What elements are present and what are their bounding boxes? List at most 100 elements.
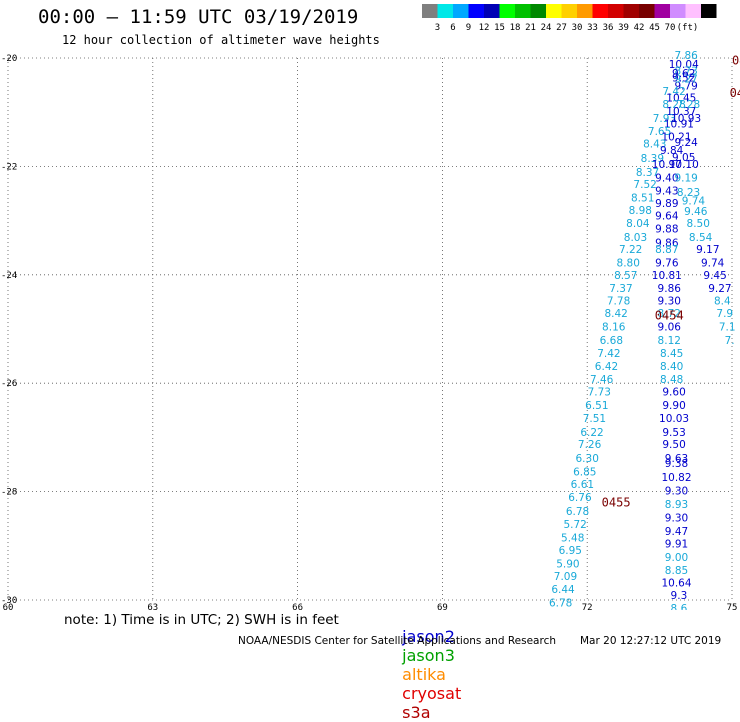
wave-height-label: 9.47	[665, 526, 688, 538]
wave-height-label: 9.46	[684, 206, 708, 218]
wave-height-label: 6.68	[600, 335, 623, 347]
legend-item-altika: altika	[402, 665, 446, 684]
pass-id-label: 0452	[732, 54, 740, 68]
wave-height-label: 6.78	[549, 598, 572, 610]
wave-height-label: 7.28	[677, 99, 700, 111]
x-tick-label: 72	[582, 603, 593, 610]
wave-height-label: 9.86	[658, 283, 682, 295]
wave-height-plot: 60 63 66 69 72 75-20-22-24-26-28-307.8610.048…	[1, 50, 740, 610]
wave-height-label: 7.26	[578, 439, 602, 451]
wave-height-label: 8.54	[689, 232, 713, 244]
pass-id-label: 0454	[655, 308, 684, 322]
wave-height-label: 7.37	[609, 283, 632, 295]
wave-height-label: 6.44	[551, 584, 575, 596]
wave-height-label: 8.51	[631, 193, 654, 205]
colorbar-swatch	[515, 4, 531, 18]
wave-height-label: 9.89	[655, 198, 678, 210]
wave-height-label: 10.37	[666, 106, 696, 118]
colorbar-swatch	[685, 4, 701, 18]
wave-height-label: 8.42	[604, 308, 627, 320]
colorbar-swatch	[608, 4, 624, 18]
wave-height-label: 9.00	[665, 552, 688, 564]
colorbar-swatch	[484, 4, 500, 18]
wave-height-label: 5.90	[556, 558, 579, 570]
wave-height-label: 10.91	[664, 118, 694, 130]
wave-height-label: 9.63	[665, 453, 688, 465]
satellite-legend: jason2 jason3 altika cryosat s3a	[392, 608, 467, 722]
wave-height-label: 8.28	[662, 99, 685, 111]
colorbar-swatch	[499, 4, 515, 18]
x-tick-label: 63	[147, 603, 158, 610]
colorbar-label: 15	[494, 23, 505, 33]
colorbar-label: 12	[479, 23, 490, 33]
pass-id-label: 0455	[602, 495, 631, 509]
colorbar-swatch	[577, 4, 593, 18]
chart-subtitle: 12 hour collection of altimeter wave hei…	[62, 33, 380, 47]
colorbar-swatch	[546, 4, 562, 18]
wave-height-label: 8.04	[626, 218, 650, 230]
wave-height-label: 9.62	[672, 68, 695, 80]
colorbar-label: 70	[665, 23, 676, 33]
wave-height-label: 8.40	[660, 361, 683, 373]
wave-height-label: 10.21	[661, 131, 691, 143]
wave-height-label: 8.87	[655, 244, 678, 256]
wave-height-label: 6.42	[595, 361, 618, 373]
wave-height-label: 8.23	[677, 187, 700, 199]
legend-item-jason2: jason2	[402, 627, 455, 646]
colorbar-label: 30	[572, 23, 583, 33]
wave-height-label: 10.04	[669, 59, 699, 71]
x-tick-label: 69	[437, 603, 448, 610]
wave-height-label: 9.53	[662, 427, 685, 439]
wave-height-label: 7.51	[583, 413, 606, 425]
wave-height-label: 8.48	[660, 374, 683, 386]
wave-height-label: 9.88	[655, 224, 678, 236]
wave-height-label: 9.17	[696, 244, 719, 256]
colorbar-swatch	[468, 4, 484, 18]
y-tick-label: -20	[1, 54, 17, 64]
wave-height-label: 9.74	[682, 195, 706, 207]
colorbar-swatch	[592, 4, 608, 18]
wave-height-label: 10.81	[652, 270, 682, 282]
credit-text: NOAA/NESDIS Center for Satellite Applica…	[238, 635, 556, 647]
wave-height-label: 7.42	[597, 348, 620, 360]
wave-height-label: 9.43	[655, 186, 678, 198]
colorbar-swatch	[623, 4, 639, 18]
wave-height-label: 8.37	[636, 167, 659, 179]
y-tick-label: -28	[1, 488, 17, 498]
wave-height-label: 9.86	[655, 238, 679, 250]
wave-height-label: 9.30	[665, 512, 688, 524]
colorbar-label: 21	[525, 23, 536, 33]
wave-height-label: 7.42	[662, 86, 685, 98]
colorbar-swatch	[530, 4, 546, 18]
pass-id-label: 0453	[730, 86, 740, 100]
wave-height-label: 10.03	[659, 413, 689, 425]
legend-item-s3a: s3a	[402, 703, 431, 722]
x-tick-label: 60	[3, 603, 14, 610]
wave-height-label: 9.52	[672, 72, 695, 84]
colorbar-label: 9	[466, 23, 471, 33]
wave-height-label: 6.30	[576, 453, 599, 465]
wave-height-label: 6.51	[585, 400, 608, 412]
wave-height-label: 7.65	[648, 126, 671, 138]
wave-height-label: 9.84	[660, 145, 684, 157]
legend-item-jason3: jason3	[402, 646, 455, 665]
wave-height-label: 10.64	[661, 577, 691, 589]
wave-height-label: 9.50	[662, 439, 685, 451]
wave-height-label: 8.50	[687, 218, 710, 230]
color-scale-bar: 3 6 9 12 15 18 21 24 27 30 33 36 39 42 45 70 (ft)	[422, 4, 717, 33]
wave-height-label: 7.46	[590, 374, 614, 386]
wave-height-label: 8.6	[671, 603, 688, 610]
wave-height-label: 6.22	[580, 427, 603, 439]
colorbar-swatch	[437, 4, 453, 18]
wave-height-label: 8.4	[714, 296, 731, 308]
colorbar-swatch	[701, 4, 717, 18]
colorbar-label: 6	[450, 23, 455, 33]
colorbar-label: 42	[634, 23, 645, 33]
colorbar-label: 24	[541, 23, 552, 33]
wave-height-label: 9.40	[655, 173, 678, 185]
wave-height-label: 7.09	[554, 571, 577, 583]
wave-height-label: 7.86	[674, 50, 698, 62]
y-tick-label: -26	[1, 379, 17, 389]
wave-height-label: 9.24	[674, 137, 698, 149]
wave-height-label: 9.30	[658, 296, 681, 308]
